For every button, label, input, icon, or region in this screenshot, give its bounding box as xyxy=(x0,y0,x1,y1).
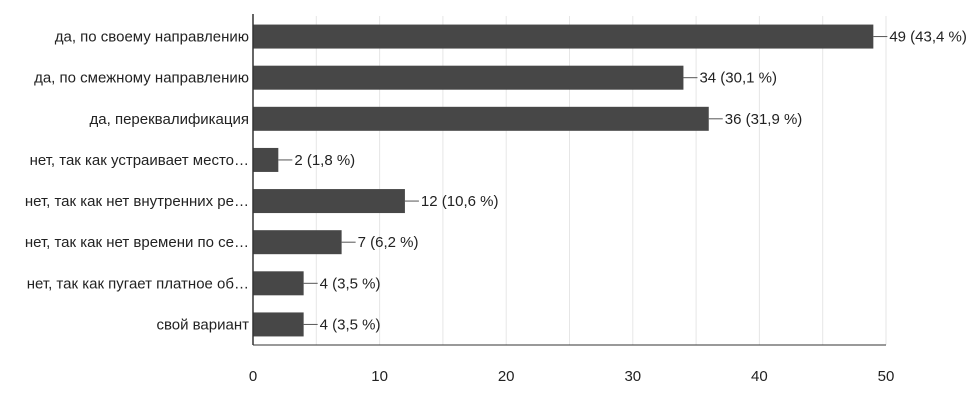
bar xyxy=(253,65,684,90)
category-label: нет, так как нет внутренних ре… xyxy=(25,193,249,210)
category-label: да, по своему направлению xyxy=(55,29,249,46)
data-label: 7 (6,2 %) xyxy=(358,234,419,251)
labels: да, по своему направлению 49 (43,4 %) да, … xyxy=(25,29,967,385)
category-label: нет, так как нет времени по се… xyxy=(25,234,249,251)
category-label: свой вариант xyxy=(156,316,249,333)
data-label: 34 (30,1 %) xyxy=(699,70,777,87)
data-label: 4 (3,5 %) xyxy=(320,275,381,292)
bar xyxy=(253,271,304,296)
bar xyxy=(253,106,709,131)
data-label: 2 (1,8 %) xyxy=(294,152,355,169)
bars xyxy=(253,24,874,337)
data-label: 49 (43,4 %) xyxy=(889,29,967,46)
bar xyxy=(253,312,304,337)
data-label: 12 (10,6 %) xyxy=(421,193,499,210)
data-label: 4 (3,5 %) xyxy=(320,316,381,333)
category-label: нет, так как устраивает место… xyxy=(30,152,249,169)
bar xyxy=(253,230,342,255)
x-tick-label: 20 xyxy=(498,368,515,385)
category-label: да, по смежному направлению xyxy=(34,70,249,87)
axes xyxy=(252,14,886,346)
bar xyxy=(253,147,279,172)
x-tick-label: 40 xyxy=(751,368,768,385)
x-tick-label: 10 xyxy=(371,368,388,385)
data-label: 36 (31,9 %) xyxy=(725,111,803,128)
category-label: да, переквалификация xyxy=(90,111,249,128)
bar xyxy=(253,24,874,49)
bar xyxy=(253,189,405,214)
grid-lines xyxy=(315,16,887,345)
category-label: нет, так как пугает платное об… xyxy=(27,275,249,292)
x-tick-label: 30 xyxy=(624,368,641,385)
x-tick-label: 0 xyxy=(249,368,257,385)
x-tick-label: 50 xyxy=(878,368,895,385)
